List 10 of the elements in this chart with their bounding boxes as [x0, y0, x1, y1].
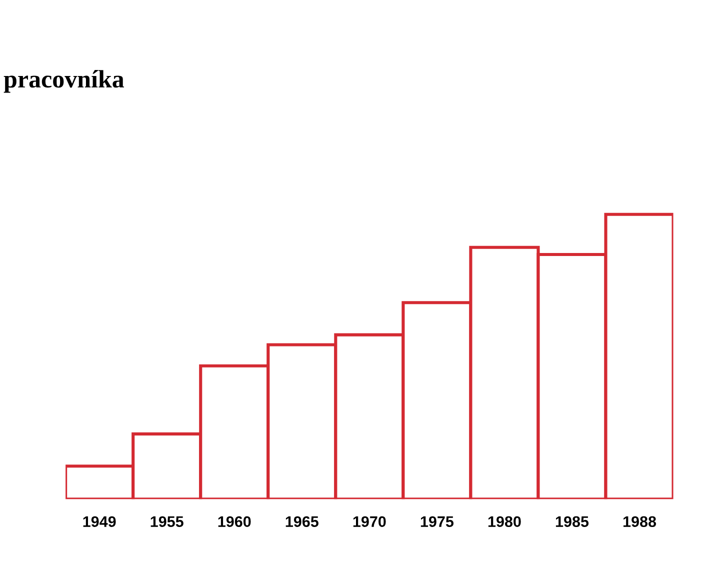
x-tick-label: 1960 — [218, 516, 251, 528]
x-tick-label: 1970 — [353, 516, 386, 528]
x-tick-label: 1988 — [623, 516, 656, 528]
x-tick-label: 1965 — [286, 516, 318, 528]
x-tick-label: 1949 — [83, 516, 116, 528]
x-tick-label: 1980 — [488, 516, 521, 528]
chart-title: pracovníka — [4, 70, 124, 93]
x-tick-label: 1985 — [556, 516, 589, 528]
x-tick-label: 1955 — [150, 516, 184, 528]
x-tick-label: 1975 — [420, 516, 454, 528]
